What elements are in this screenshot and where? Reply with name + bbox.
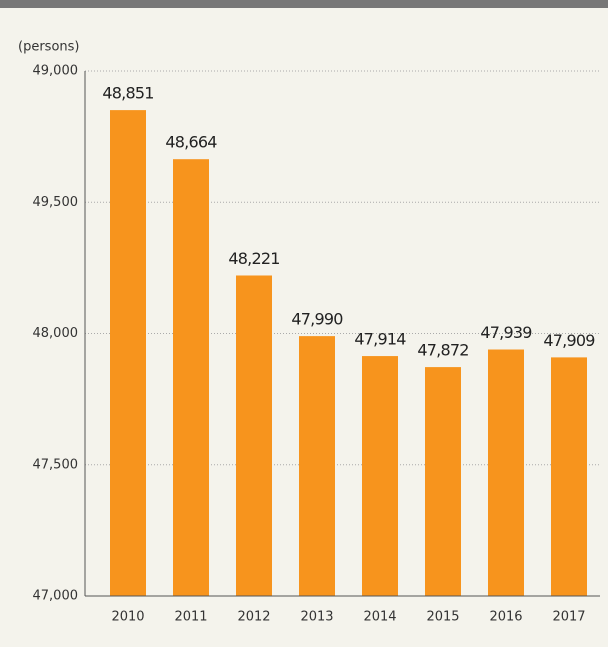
- x-tick-label: 2012: [237, 610, 270, 625]
- y-axis-label: (persons): [18, 40, 79, 55]
- y-tick-label: 47,000: [33, 589, 79, 604]
- x-tick-label: 2010: [111, 610, 144, 625]
- x-tick-label: 2013: [300, 610, 333, 625]
- bar: [299, 336, 335, 596]
- bar: [362, 356, 398, 596]
- data-label: 47,914: [354, 330, 406, 349]
- data-label: 48,221: [228, 249, 279, 268]
- x-tick-label: 2011: [174, 610, 207, 625]
- bar: [173, 159, 209, 596]
- bar: [236, 275, 272, 596]
- data-label: 47,909: [543, 331, 595, 350]
- x-tick-label: 2014: [363, 610, 396, 625]
- header-strip: [0, 0, 608, 8]
- x-tick-label: 2015: [426, 610, 459, 625]
- y-tick-label: 48,000: [33, 326, 79, 341]
- x-tick-label: 2016: [489, 610, 522, 625]
- y-tick-label: 47,500: [33, 457, 79, 472]
- data-label: 47,872: [417, 341, 468, 360]
- data-label: 47,939: [480, 323, 532, 342]
- data-label: 48,851: [102, 84, 153, 103]
- x-tick-label: 2017: [552, 610, 585, 625]
- data-label: 48,664: [165, 133, 217, 152]
- y-tick-label: 49,500: [33, 195, 79, 210]
- data-label: 47,990: [291, 310, 343, 329]
- y-tick-label: 49,000: [33, 64, 79, 79]
- bar: [110, 110, 146, 597]
- bar: [488, 349, 524, 596]
- bar: [425, 367, 461, 596]
- bar: [551, 357, 587, 596]
